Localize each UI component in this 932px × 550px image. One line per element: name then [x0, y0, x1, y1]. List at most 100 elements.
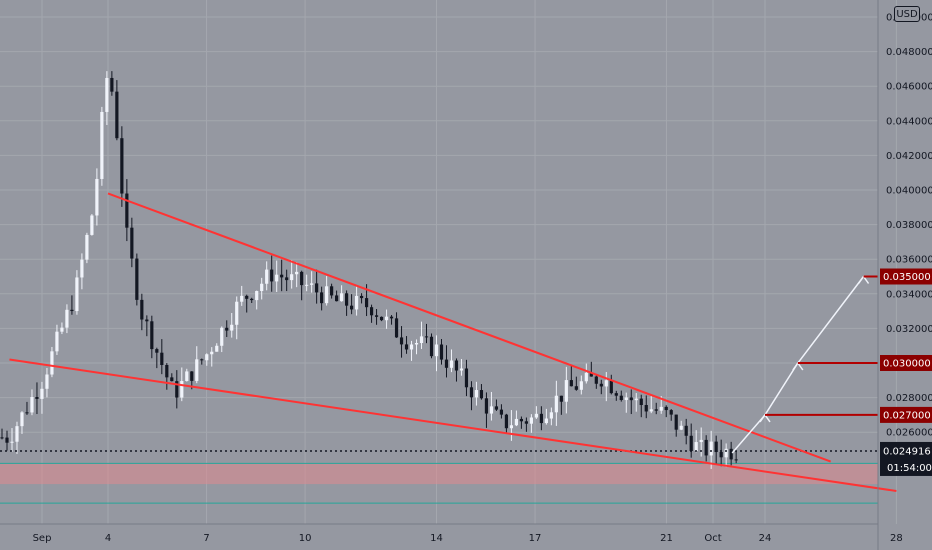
candle-body [494, 406, 499, 410]
candle [639, 394, 643, 418]
candle-body [275, 274, 279, 282]
candle [579, 375, 583, 395]
target-price-tag [880, 406, 932, 423]
candle-body [614, 393, 618, 396]
candle [295, 261, 299, 288]
y-tick-label: 0.048000 [886, 47, 932, 58]
candle-body [439, 344, 444, 360]
candle-body [135, 258, 139, 300]
candle-body [619, 395, 623, 401]
candle-body [604, 380, 608, 387]
candle-body [584, 372, 588, 382]
candle-body [60, 327, 64, 332]
price-tags: 0.035000 0.030000 0.027000 0.024916 01:54:00 [880, 268, 932, 476]
currency-button[interactable]: USD [894, 6, 920, 22]
candle-body [75, 277, 79, 312]
candle-body [50, 351, 54, 375]
candle [544, 408, 548, 425]
candle-body [654, 409, 658, 411]
candle-body [5, 437, 9, 443]
x-tick-label: 7 [203, 533, 209, 544]
candle [349, 294, 354, 315]
candle [449, 349, 454, 373]
candle [320, 286, 324, 311]
candle-body [120, 138, 124, 194]
candle [225, 320, 229, 338]
candle [55, 324, 59, 355]
candle [499, 404, 504, 419]
candle [45, 367, 49, 398]
candle [305, 274, 309, 292]
candle-body [679, 425, 683, 430]
candle-body [330, 286, 334, 296]
x-tick-label: 4 [105, 533, 111, 544]
candle [210, 347, 214, 367]
candle [275, 260, 279, 292]
candle [679, 420, 683, 431]
candle-body [639, 398, 643, 406]
candle [519, 416, 523, 429]
candle-body [534, 413, 538, 418]
candle-body [220, 327, 224, 346]
candle-body [335, 295, 339, 302]
candle-body [419, 336, 424, 344]
candle-body [320, 292, 324, 304]
candle [629, 389, 633, 415]
candle [634, 393, 638, 412]
candle [699, 427, 703, 457]
candle [265, 261, 269, 291]
candle-body [45, 374, 49, 389]
candle [359, 293, 364, 304]
candle-body [699, 439, 703, 443]
candle-body [424, 336, 429, 338]
wedge-trendline[interactable] [107, 192, 832, 463]
projection-path[interactable] [731, 276, 865, 454]
candle-body [489, 406, 494, 414]
candle-body [260, 283, 264, 292]
candle-body [255, 291, 259, 301]
candle [165, 363, 169, 390]
drawings[interactable] [0, 192, 897, 493]
candle [240, 285, 244, 306]
candle [250, 297, 254, 303]
candle-body [554, 395, 558, 413]
candle-body [589, 372, 593, 377]
target-price-label: 0.035000 [883, 272, 931, 283]
candle [110, 71, 114, 96]
candle [479, 384, 484, 400]
wedge-trendline[interactable] [9, 358, 897, 493]
candle [300, 270, 304, 301]
candle-body [564, 380, 568, 402]
candle [559, 395, 563, 415]
candle [65, 304, 69, 334]
candle-body [634, 398, 638, 401]
candle-body [504, 414, 509, 429]
candle [290, 259, 294, 289]
candle-body [684, 425, 688, 436]
candle [459, 359, 464, 376]
candle-body [609, 380, 613, 394]
candle [589, 361, 593, 377]
candle [664, 405, 668, 418]
candle [150, 315, 154, 359]
candle-body [474, 390, 479, 398]
candle [70, 295, 74, 315]
candle-body [379, 316, 384, 321]
candle-body [349, 305, 354, 310]
candle-body [155, 349, 159, 353]
y-tick-label: 0.044000 [886, 116, 932, 127]
candle [484, 392, 489, 428]
candle [95, 168, 99, 226]
candle-body [180, 381, 184, 398]
candle [315, 269, 319, 304]
candle [509, 410, 514, 441]
candle [15, 421, 19, 454]
candle [454, 358, 459, 382]
y-tick-label: 0.046000 [886, 82, 932, 93]
candle [384, 309, 389, 329]
candle [135, 253, 139, 306]
candle [40, 381, 44, 414]
candle-body [364, 298, 369, 308]
